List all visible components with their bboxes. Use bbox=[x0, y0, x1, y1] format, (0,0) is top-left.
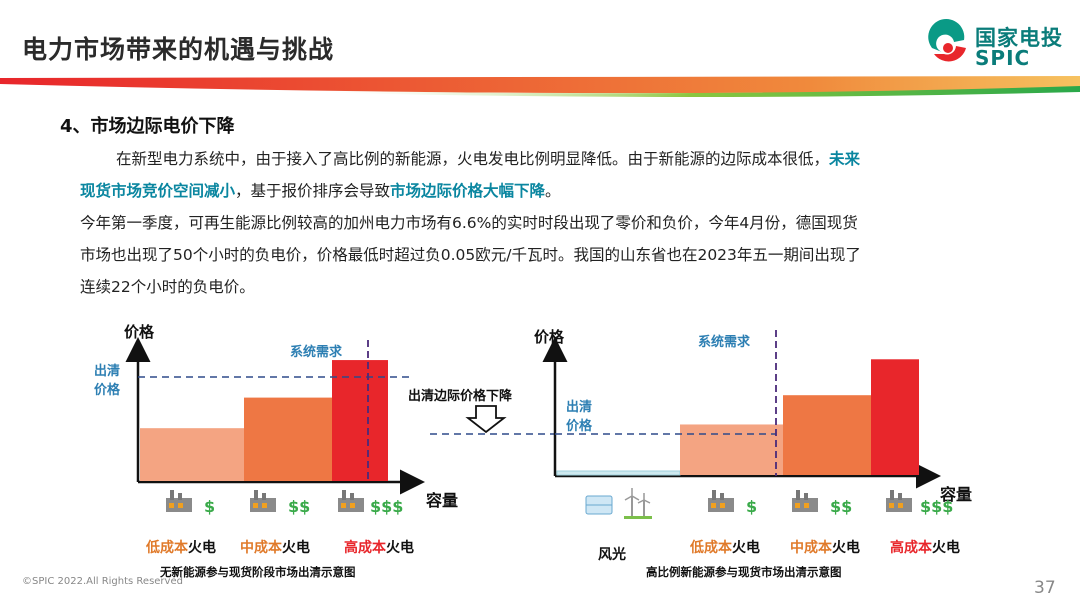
right-bar-renewable bbox=[556, 470, 681, 476]
down-arrow-icon bbox=[465, 405, 507, 434]
p1-text-a: 在新型电力系统中，由于接入了高比例的新能源，火电发电比例明显降低。由于新能源的边… bbox=[116, 150, 830, 168]
right-y-label: 价格 bbox=[534, 328, 565, 346]
solar-panel-icon bbox=[585, 495, 613, 515]
left-bar-mid bbox=[244, 397, 332, 481]
right-cat-high: 高成本火电 bbox=[890, 539, 960, 556]
right-clearing-label-2: 价格 bbox=[566, 418, 593, 434]
factory-icon bbox=[250, 490, 276, 512]
factory-icon bbox=[166, 490, 192, 512]
left-price-symbol-high: $$$ bbox=[370, 497, 403, 516]
left-cat-low: 低成本火电 bbox=[145, 539, 216, 556]
wind-turbine-icon bbox=[624, 488, 652, 519]
factory-icon bbox=[886, 490, 912, 512]
right-demand-label: 系统需求 bbox=[698, 334, 751, 350]
left-cat-high: 高成本火电 bbox=[344, 539, 414, 556]
p1-text-b: ，基于报价排序会导致 bbox=[235, 182, 391, 200]
paragraph-1: 在新型电力系统中，由于接入了高比例的新能源，火电发电比例明显降低。由于新能源的边… bbox=[80, 143, 1000, 175]
spic-logo-icon bbox=[928, 19, 966, 62]
left-y-label: 价格 bbox=[124, 323, 155, 341]
left-chart: 价格 容量 系统需求 出清 价格 $ $$ $$$ 低成本火电 中成本火电 高成… bbox=[94, 323, 458, 579]
p1-highlight-2: 市场边际价格大幅下降 bbox=[390, 182, 546, 200]
header-swoosh-band bbox=[0, 76, 1080, 97]
p1-highlight-1b: 现货市场竞价空间减小 bbox=[80, 182, 236, 200]
right-bar-mid bbox=[783, 395, 871, 475]
p1-highlight-1a: 未来 bbox=[829, 150, 861, 168]
right-bar-low bbox=[680, 424, 783, 475]
left-clearing-label-2: 价格 bbox=[94, 382, 121, 398]
right-caption: 高比例新能源参与现货市场出清示意图 bbox=[646, 565, 842, 579]
right-bar-high bbox=[871, 359, 919, 475]
right-x-label: 容量 bbox=[939, 485, 972, 504]
right-price-symbol-low: $ bbox=[746, 497, 757, 516]
right-cat-mid: 中成本火电 bbox=[790, 539, 860, 556]
left-price-symbol-mid: $$ bbox=[288, 497, 310, 516]
right-chart: 价格 容量 系统需求 出清 价格 风光 bbox=[534, 328, 972, 579]
right-price-symbol-high: $$$ bbox=[920, 497, 953, 516]
paragraph-2-line3: 连续22个小时的负电价。 bbox=[80, 278, 255, 296]
slide-title: 电力市场带来的机遇与挑战 bbox=[22, 35, 335, 64]
logo-text-cn: 国家电投 bbox=[975, 26, 1063, 50]
left-x-label: 容量 bbox=[425, 491, 458, 510]
right-cat-low: 低成本火电 bbox=[689, 539, 760, 556]
left-caption: 无新能源参与现货阶段市场出清示意图 bbox=[159, 565, 356, 579]
left-bar-high bbox=[332, 360, 388, 481]
factory-icon bbox=[708, 490, 734, 512]
right-price-symbol-mid: $$ bbox=[830, 497, 852, 516]
footer-copyright: ©SPIC 2022.All Rights Reserved bbox=[22, 576, 183, 587]
factory-icon bbox=[792, 490, 818, 512]
section-heading: 4、市场边际电价下降 bbox=[60, 116, 235, 137]
diagram-area: 价格 容量 系统需求 出清 价格 $ $$ $$$ 低成本火电 中成本火电 高成… bbox=[94, 323, 972, 579]
middle-indicator: 出清边际价格下降 bbox=[408, 388, 555, 435]
logo-text-en: SPIC bbox=[975, 46, 1031, 70]
left-cat-mid: 中成本火电 bbox=[240, 539, 310, 556]
right-clearing-label-1: 出清 bbox=[566, 399, 592, 415]
p1-end: 。 bbox=[545, 182, 561, 200]
left-demand-label: 系统需求 bbox=[290, 344, 343, 360]
left-bar-low bbox=[140, 428, 244, 481]
paragraph-1-cont: 现货市场竞价空间减小，基于报价排序会导致市场边际价格大幅下降。 bbox=[80, 175, 1000, 207]
paragraph-2-line2: 市场也出现了50个小时的负电价，价格最低时超过负0.05欧元/千瓦时。我国的山东… bbox=[80, 246, 861, 264]
left-clearing-label-1: 出清 bbox=[94, 363, 120, 379]
factory-icon bbox=[338, 490, 364, 512]
page-number: 37 bbox=[1034, 578, 1056, 598]
paragraph-2-line1: 今年第一季度，可再生能源比例较高的加州电力市场有6.6%的实时时段出现了零价和负… bbox=[80, 214, 858, 232]
price-drop-label: 出清边际价格下降 bbox=[408, 388, 513, 404]
left-price-symbol-low: $ bbox=[204, 497, 215, 516]
renewable-label: 风光 bbox=[598, 546, 626, 563]
